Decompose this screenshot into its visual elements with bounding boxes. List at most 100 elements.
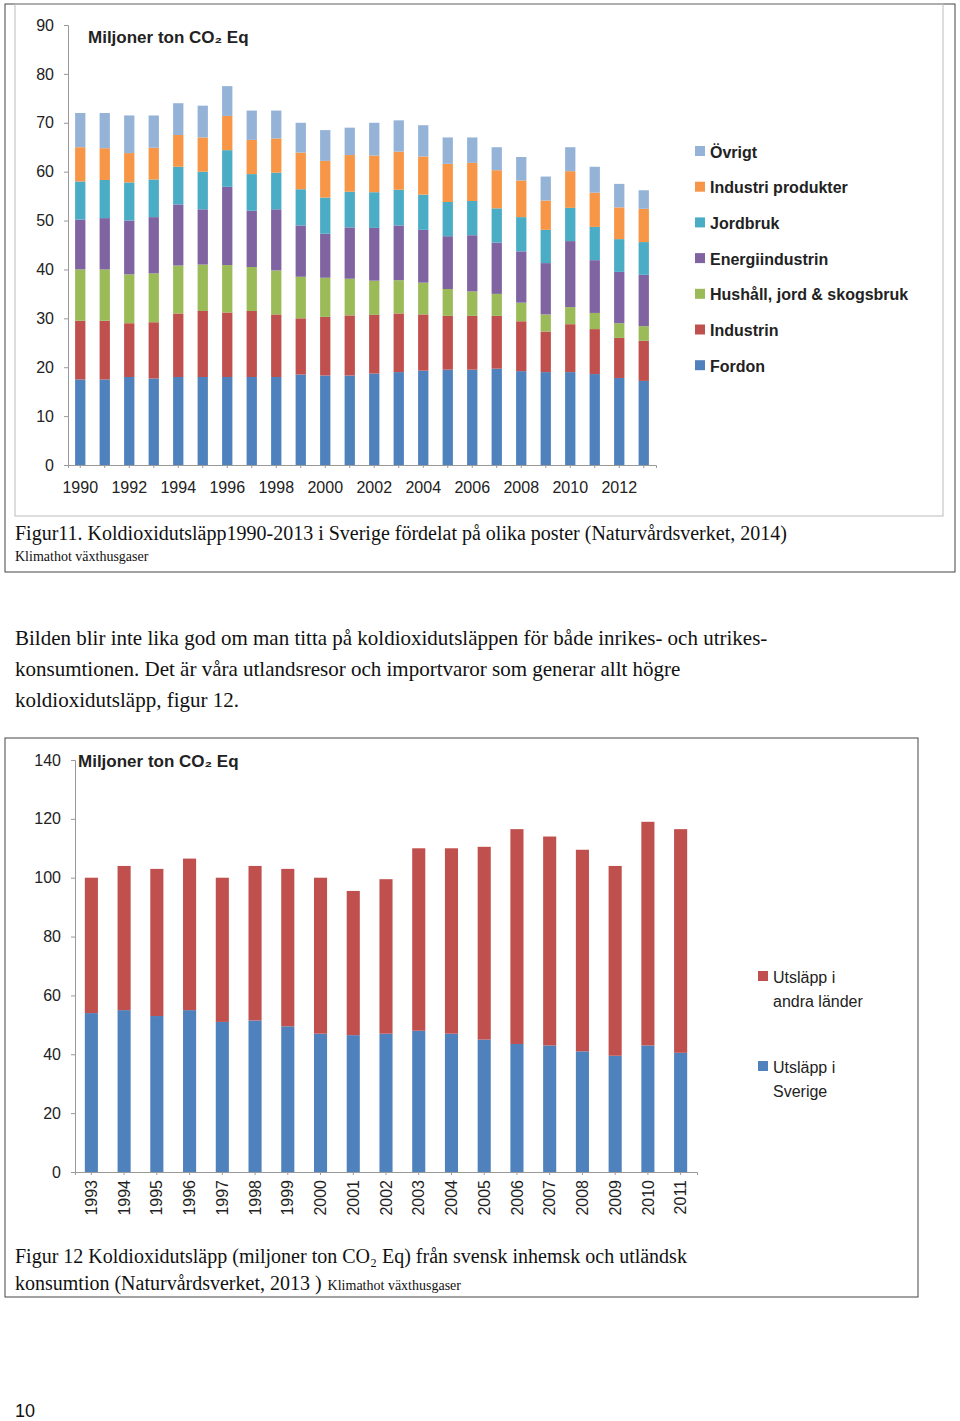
tick-label: 80: [36, 66, 54, 83]
tick-mark: [386, 1172, 387, 1175]
bar-segment: [296, 225, 306, 276]
chart: 0204060801001201401993199419951996199719…: [34, 752, 863, 1216]
bar-segment: [516, 180, 526, 217]
bar-segment: [543, 837, 556, 1046]
legend-label: Industrin: [710, 322, 778, 339]
bar-segment: [124, 274, 134, 323]
bar-segment: [100, 113, 110, 148]
tick-mark: [516, 1172, 517, 1175]
tick: [398, 465, 399, 468]
page-number: 10: [15, 1401, 35, 1421]
bar-segment: [100, 180, 110, 218]
bar-segment: [576, 850, 589, 1052]
bar-segment: [674, 829, 687, 1053]
bar-segment: [516, 157, 526, 180]
tick-mark: [325, 465, 326, 468]
tick: 0: [45, 457, 68, 474]
bar-segment: [543, 1045, 556, 1172]
bar-segment: [565, 324, 575, 372]
legend-item: Industrin: [695, 322, 778, 339]
bar-segment: [247, 174, 257, 211]
axis-line: [71, 761, 76, 1173]
bar-segment: [443, 137, 453, 163]
bar-segment: [124, 377, 134, 465]
legend-item: Jordbruk: [695, 215, 779, 232]
figure-caption: Figur11. Koldioxidutsläpp1990-2013 i Sve…: [15, 522, 787, 545]
legend-label: Utsläpp iSverige: [773, 1059, 835, 1100]
bar-segment: [75, 181, 85, 219]
bar-segment: [565, 147, 575, 171]
legend-item: Energiindustrin: [695, 251, 828, 268]
tick: 20: [43, 1105, 75, 1122]
bar-segment: [198, 137, 208, 171]
tick-label: 30: [36, 310, 54, 327]
tick-label: 2000: [312, 1180, 329, 1216]
bar-segment: [369, 374, 379, 465]
bar-segment: [271, 270, 281, 314]
bar-segment: [222, 116, 232, 150]
bar-segment: [249, 866, 262, 1021]
tick-mark: [129, 465, 130, 468]
bar-segment: [247, 267, 257, 311]
tick-mark: [496, 465, 497, 468]
tick: 1994: [160, 465, 196, 496]
tick-mark: [320, 1172, 321, 1175]
bar-segment: [565, 241, 575, 307]
x-axis: 1990199219941996199820002002200420062008…: [62, 465, 656, 496]
bar-segment: [516, 217, 526, 251]
bar-segment: [609, 866, 622, 1056]
tick: 2012: [601, 465, 637, 496]
tick: [300, 465, 301, 468]
tick-mark: [64, 367, 68, 368]
bar-segment: [183, 1010, 196, 1172]
bar-segment: [394, 120, 404, 151]
bar-segment: [347, 891, 360, 1035]
legend-label: Övrigt: [710, 143, 758, 161]
tick-label: 40: [43, 1046, 61, 1063]
bar-segment: [173, 313, 183, 377]
tick-label: 2008: [574, 1180, 591, 1216]
bar-segment: [467, 235, 477, 291]
bar-segment: [347, 1035, 360, 1172]
legend-label: Energiindustrin: [710, 251, 828, 268]
bar-segment: [173, 377, 183, 465]
tick-label: 1994: [160, 479, 196, 496]
bar-segment: [296, 153, 306, 190]
tick-mark: [64, 172, 68, 173]
bar-segment: [75, 147, 85, 181]
tick: [349, 465, 350, 468]
bar-segment: [639, 341, 649, 381]
chart-title: Miljoner ton CO₂ Eq: [88, 28, 249, 47]
bar-segment: [296, 189, 306, 225]
bar-segment: [198, 106, 208, 138]
tick-label: 20: [36, 359, 54, 376]
tick: 2008: [574, 1172, 591, 1216]
tick-mark: [189, 1172, 190, 1175]
legend-swatch: [695, 360, 705, 370]
tick: 2002: [356, 465, 392, 496]
bar-segment: [271, 377, 281, 465]
caption-source: Klimathot växthusgaser: [328, 1278, 462, 1293]
bar-segment: [75, 321, 85, 380]
bar-segment: [75, 220, 85, 270]
tick-mark: [287, 1172, 288, 1175]
bar-segment: [541, 230, 551, 263]
bar-segment: [247, 140, 257, 174]
bar-segment: [149, 179, 159, 217]
tick-mark: [80, 465, 81, 468]
tick-mark: [594, 465, 595, 468]
legend-swatch: [695, 289, 705, 299]
tick-label: 2002: [356, 479, 392, 496]
bar-segment: [150, 869, 163, 1016]
tick: 1999: [279, 1172, 296, 1216]
bar-segment: [149, 273, 159, 322]
bar-segment: [541, 263, 551, 314]
tick-mark: [71, 1054, 75, 1055]
legend-label: Jordbruk: [710, 215, 779, 232]
bar-segment: [443, 164, 453, 202]
tick-mark: [251, 465, 252, 468]
tick: 2004: [405, 465, 441, 496]
legend-label: Hushåll, jord & skogsbruk: [710, 286, 908, 303]
tick-mark: [71, 760, 75, 761]
tick-mark: [64, 25, 68, 26]
